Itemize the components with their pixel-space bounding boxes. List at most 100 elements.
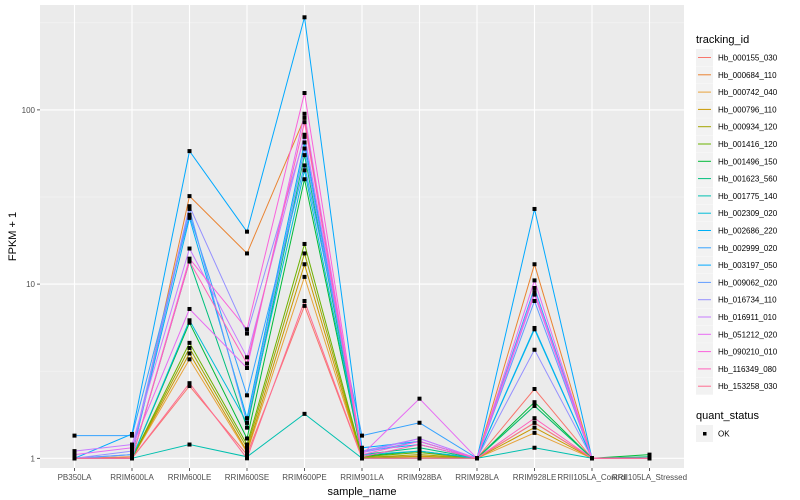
legend-item: Hb_090210_010 <box>696 343 778 361</box>
data-point <box>532 416 537 421</box>
legend-label: Hb_000742_040 <box>718 88 778 97</box>
data-point <box>187 340 192 345</box>
shape-legend-title: quant_status <box>696 410 759 422</box>
data-point <box>187 442 192 447</box>
data-point <box>360 433 364 438</box>
data-point <box>417 449 422 454</box>
data-point <box>302 146 307 151</box>
data-point <box>187 215 192 220</box>
data-point <box>417 396 422 401</box>
legend-label: Hb_090210_010 <box>718 348 778 357</box>
data-point <box>417 456 422 461</box>
data-point <box>302 411 307 416</box>
data-point <box>475 456 479 461</box>
data-point <box>187 351 192 356</box>
legend-item: Hb_002686_220 <box>696 222 778 239</box>
data-point <box>302 91 307 96</box>
data-point <box>532 403 537 408</box>
y-axis: 1 10 100 <box>22 106 40 463</box>
x-tick-label: PB350LA <box>58 473 92 482</box>
data-point <box>302 241 307 246</box>
legend-item: Hb_000742_040 <box>696 83 778 101</box>
data-point <box>302 134 307 139</box>
legend-label: Hb_116349_080 <box>718 365 777 374</box>
data-point <box>417 452 422 457</box>
data-point <box>245 331 249 336</box>
data-point <box>360 456 364 461</box>
data-point <box>187 256 192 261</box>
data-point <box>245 416 249 421</box>
legend-label: Hb_000155_030 <box>718 54 778 63</box>
legend-label: Hb_009062_020 <box>718 278 778 287</box>
data-point <box>360 445 364 450</box>
x-tick-label: RRIM600LE <box>168 473 212 482</box>
x-tick-label: RRIM928BA <box>397 473 442 482</box>
shape-legend-item: OK <box>696 425 730 442</box>
data-point <box>302 120 307 125</box>
data-point <box>302 115 307 120</box>
data-point <box>187 384 192 389</box>
data-point <box>532 292 537 297</box>
data-point <box>245 425 249 430</box>
data-point <box>302 163 307 168</box>
legend-item: Hb_051212_020 <box>696 325 778 343</box>
shape-legend-items: OK <box>696 425 730 442</box>
data-point <box>187 320 192 325</box>
data-point <box>647 452 652 457</box>
y-axis-title: FPKM + 1 <box>7 212 19 261</box>
data-point <box>532 298 537 303</box>
data-point <box>130 442 134 447</box>
x-tick-label: RRIM901LA <box>340 473 384 482</box>
x-tick-label: RRIM928LA <box>455 473 499 482</box>
data-point <box>187 259 192 264</box>
x-tick-label: RRII105LA_Control <box>557 473 627 482</box>
data-point <box>245 452 249 457</box>
legend-label: Hb_001775_140 <box>718 192 778 201</box>
legend-item: Hb_000796_110 <box>696 100 777 118</box>
data-point <box>130 452 134 457</box>
legend-item: Hb_000934_120 <box>696 118 778 136</box>
data-point <box>532 425 537 430</box>
data-point <box>302 274 307 279</box>
data-point <box>532 347 537 352</box>
x-axis-title: sample_name <box>327 486 396 498</box>
data-point <box>302 298 307 303</box>
data-point <box>532 445 537 450</box>
data-point <box>532 290 537 295</box>
data-point <box>72 456 77 461</box>
data-point <box>417 439 422 444</box>
legend-label: Hb_051212_020 <box>718 330 778 339</box>
x-tick-label: RRIM600LA <box>110 473 154 482</box>
data-point <box>187 357 192 362</box>
data-point <box>187 381 192 386</box>
data-point <box>245 420 249 425</box>
data-point <box>187 206 192 211</box>
data-point <box>72 449 77 454</box>
data-point <box>360 450 364 455</box>
legend-item: Hb_001416_120 <box>696 135 778 153</box>
legend-label: OK <box>718 430 730 439</box>
data-point <box>532 206 537 211</box>
data-point <box>532 325 537 330</box>
data-point <box>647 456 652 461</box>
x-tick-label: RRIM600SE <box>225 473 269 482</box>
data-point <box>532 285 537 290</box>
legend-item: Hb_001623_560 <box>696 170 778 188</box>
data-point <box>532 386 537 391</box>
data-point <box>130 445 134 450</box>
data-point <box>245 327 249 332</box>
data-point <box>130 449 134 454</box>
data-point <box>302 262 307 267</box>
x-axis: PB350LA RRIM600LA RRIM600LE RRIM600SE RRIM60… <box>58 468 687 482</box>
data-point <box>360 452 364 457</box>
data-point <box>72 433 77 438</box>
legend-item: Hb_000684_110 <box>696 66 777 84</box>
data-point <box>532 262 537 267</box>
legend-item: Hb_016734_110 <box>696 291 777 309</box>
data-point <box>532 420 537 425</box>
data-point <box>302 168 307 173</box>
legend-label: Hb_001496_150 <box>718 157 778 166</box>
data-point <box>532 278 537 283</box>
data-point <box>532 400 537 405</box>
legend-item: Hb_001775_140 <box>696 187 778 205</box>
